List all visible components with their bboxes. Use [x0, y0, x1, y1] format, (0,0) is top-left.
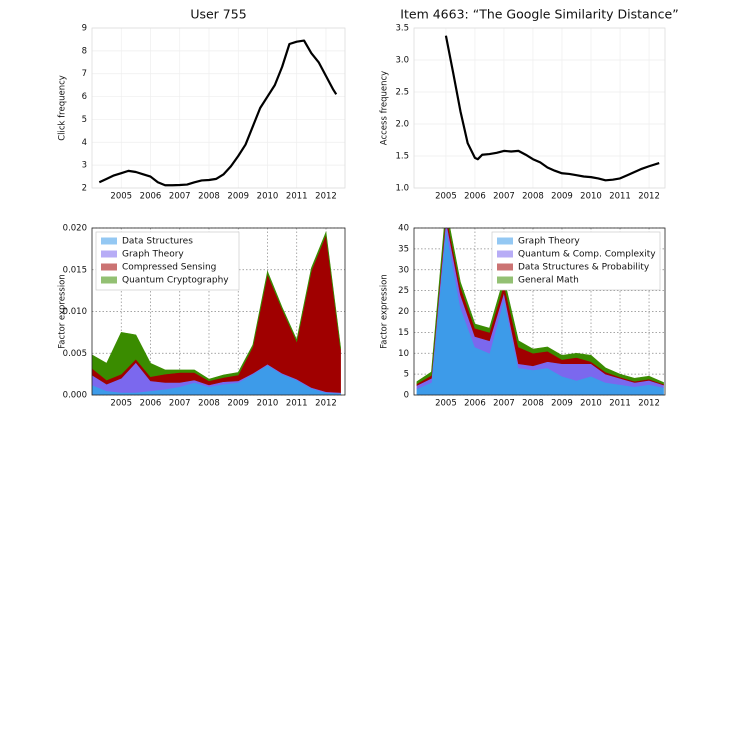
- legend-swatch: [101, 250, 117, 258]
- x-tick-label: 2006: [140, 399, 162, 409]
- plot-area: [98, 39, 338, 187]
- x-tick-label: 2005: [110, 192, 132, 202]
- x-tick-label: 2011: [286, 192, 308, 202]
- axes-frame: [91, 27, 346, 189]
- x-tick-label: 2010: [257, 399, 279, 409]
- legend-swatch: [101, 263, 117, 271]
- y-tick-label: 2.0: [395, 120, 409, 130]
- y-tick-label: 1.0: [395, 184, 409, 194]
- legend-label: Data Structures: [122, 237, 193, 247]
- legend-swatch: [101, 276, 117, 284]
- x-tick-label: 2006: [464, 192, 486, 202]
- x-tick-label: 2007: [169, 399, 191, 409]
- plot-area: [444, 35, 660, 182]
- x-tick-label: 2008: [198, 192, 220, 202]
- axes-frame: [413, 227, 666, 396]
- x-tick-label: 2011: [286, 399, 308, 409]
- legend-box: [491, 231, 661, 291]
- x-tick-label: 2012: [315, 399, 337, 409]
- line: [98, 39, 338, 187]
- y-axis-label: Access frequency: [380, 71, 390, 145]
- x-tick-label: 2010: [257, 192, 279, 202]
- area: [92, 230, 341, 382]
- x-tick-label: 2011: [609, 192, 631, 202]
- legend-swatch: [497, 250, 513, 258]
- y-tick-label: 8: [82, 46, 87, 56]
- y-tick-label: 0: [404, 391, 409, 401]
- y-tick-label: 10: [398, 349, 409, 359]
- x-tick-label: 2012: [315, 192, 337, 202]
- legend-label: Quantum & Comp. Complexity: [518, 250, 656, 260]
- y-tick-label: 30: [398, 265, 409, 275]
- y-tick-label: 2.5: [395, 88, 409, 98]
- subplot: 0.000 0.005 0.010 0.015 0.020 2005 2006 2007 200…: [58, 224, 346, 409]
- legend-label: General Math: [518, 276, 579, 286]
- x-tick-label: 2007: [169, 192, 191, 202]
- x-tick-label: 2011: [609, 399, 631, 409]
- y-tick-label: 20: [398, 307, 409, 317]
- legend-label: Quantum Cryptography: [122, 276, 229, 286]
- y-tick-label: 4: [82, 138, 87, 148]
- y-tick-label: 0.015: [63, 265, 87, 275]
- y-tick-label: 7: [82, 69, 87, 79]
- x-tick-label: 2009: [227, 399, 249, 409]
- y-tick-label: 3.0: [395, 56, 409, 66]
- x-tick-label: 2005: [110, 399, 132, 409]
- chart-title: User 755: [190, 7, 246, 22]
- x-tick-label: 2012: [638, 399, 660, 409]
- y-axis-label: Click frequency: [58, 75, 68, 141]
- x-tick-label: 2008: [522, 192, 544, 202]
- subplot: 0 5 10 15 20 25 30 35 40 2005 2006 2007 2008 2009 2010…: [380, 224, 666, 409]
- x-tick-label: 2007: [493, 399, 515, 409]
- legend-box: [95, 231, 240, 291]
- legend-swatch: [497, 276, 513, 284]
- x-tick-label: 2009: [551, 399, 573, 409]
- x-tick-label: 2006: [140, 192, 162, 202]
- y-tick-label: 3.5: [395, 24, 409, 34]
- x-tick-label: 2006: [464, 399, 486, 409]
- x-tick-label: 2009: [551, 192, 573, 202]
- x-tick-label: 2012: [638, 192, 660, 202]
- y-tick-label: 0.020: [63, 224, 87, 234]
- y-axis-label: Factor expression: [380, 274, 390, 349]
- y-tick-label: 0.000: [63, 391, 87, 401]
- x-tick-label: 2005: [435, 399, 457, 409]
- legend-swatch: [101, 237, 117, 245]
- x-tick-label: 2009: [227, 192, 249, 202]
- y-tick-label: 1.5: [395, 152, 409, 162]
- legend-label: Graph Theory: [122, 250, 184, 260]
- x-tick-label: 2008: [522, 399, 544, 409]
- x-tick-label: 2007: [493, 192, 515, 202]
- y-tick-label: 9: [82, 24, 87, 34]
- y-tick-label: 40: [398, 224, 409, 234]
- legend-label: Data Structures & Probability: [518, 263, 650, 273]
- subplot: 2 3 4 5 6 7 8 9 2005 2006 2007 2008 2009 2010 2011 2012…: [58, 7, 346, 202]
- x-tick-label: 2010: [580, 192, 602, 202]
- legend-swatch: [497, 237, 513, 245]
- plot-area: [92, 230, 341, 395]
- x-tick-label: 2005: [435, 192, 457, 202]
- axes-frame: [91, 227, 346, 396]
- y-tick-label: 5: [404, 370, 409, 380]
- chart-title: Item 4663: “The Google Similarity Distan…: [400, 7, 678, 22]
- subplot: 1.0 1.5 2.0 2.5 3.0 3.5 2005 2006 2007 2008 2009 20…: [380, 7, 679, 202]
- y-tick-label: 0.005: [63, 349, 87, 359]
- legend-swatch: [497, 263, 513, 271]
- x-tick-label: 2010: [580, 399, 602, 409]
- y-tick-label: 3: [82, 161, 87, 171]
- y-tick-label: 25: [398, 286, 409, 296]
- y-tick-label: 35: [398, 244, 409, 254]
- y-tick-label: 5: [82, 115, 87, 125]
- legend-label: Compressed Sensing: [122, 263, 216, 273]
- line: [444, 35, 660, 182]
- y-axis-label: Factor expression: [58, 274, 68, 349]
- x-tick-label: 2008: [198, 399, 220, 409]
- y-tick-label: 0.010: [63, 307, 87, 317]
- y-tick-label: 15: [398, 328, 409, 338]
- legend-label: Graph Theory: [518, 237, 580, 247]
- y-tick-label: 2: [82, 184, 87, 194]
- y-tick-label: 6: [82, 92, 87, 102]
- axes-frame: [413, 27, 666, 189]
